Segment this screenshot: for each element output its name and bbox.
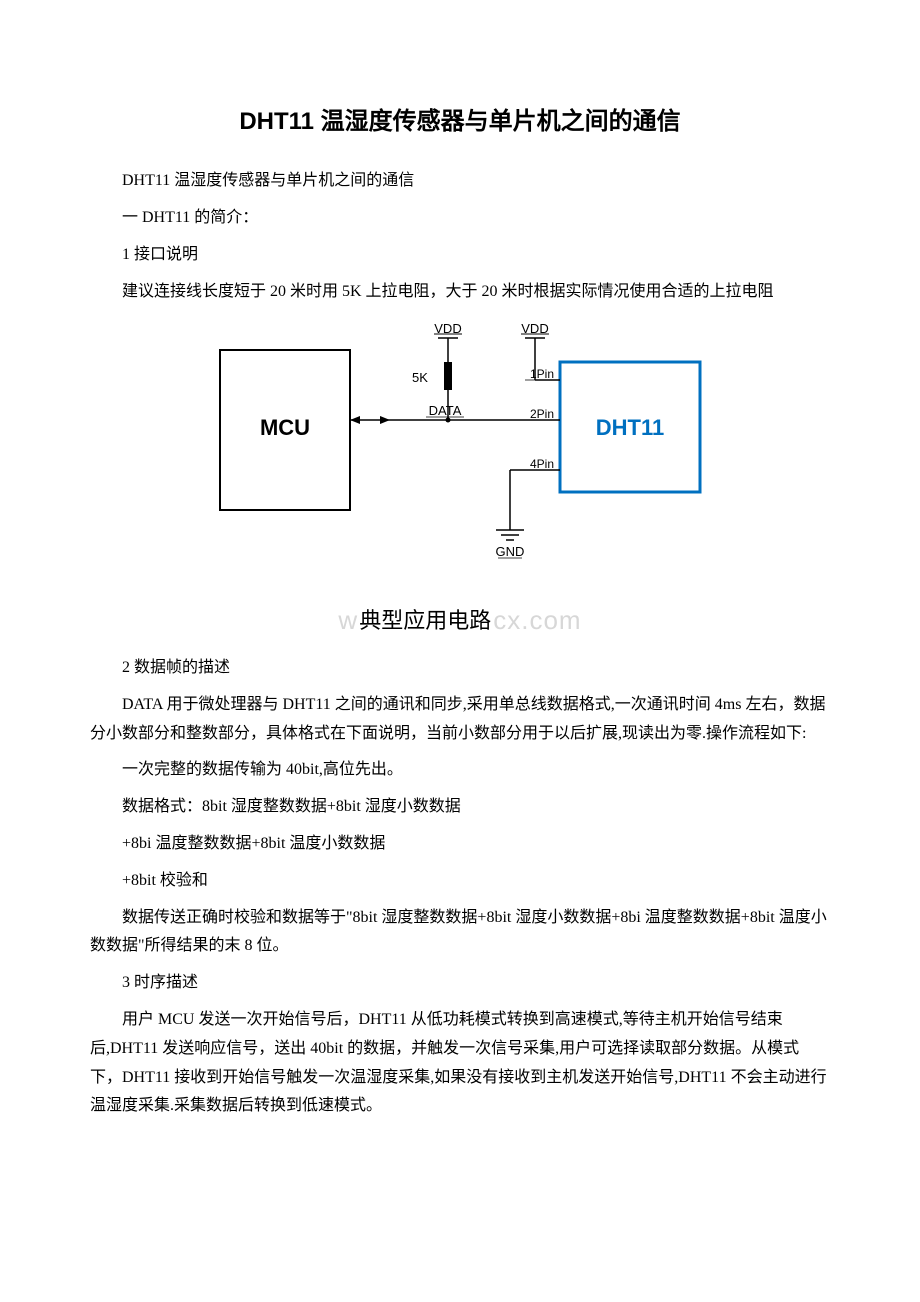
paragraph: 数据格式：8bit 湿度整数数据+8bit 湿度小数数据 bbox=[90, 793, 830, 822]
paragraph: DHT11 温湿度传感器与单片机之间的通信 bbox=[90, 167, 830, 196]
paragraph: 建议连接线长度短于 20 米时用 5K 上拉电阻，大于 20 米时根据实际情况使… bbox=[90, 278, 830, 307]
paragraph: 2 数据帧的描述 bbox=[90, 654, 830, 683]
data-label: DATA bbox=[429, 403, 462, 418]
paragraph: DATA 用于微处理器与 DHT11 之间的通讯和同步,采用单总线数据格式,一次… bbox=[90, 691, 830, 749]
pin2-label: 2Pin bbox=[530, 407, 554, 421]
paragraph: 1 接口说明 bbox=[90, 241, 830, 270]
dht11-label: DHT11 bbox=[596, 415, 664, 440]
paragraph: +8bit 校验和 bbox=[90, 867, 830, 896]
resistor bbox=[444, 362, 452, 390]
paragraph: 一次完整的数据传输为 40bit,高位先出。 bbox=[90, 756, 830, 785]
pin1-label: 1Pin bbox=[530, 367, 554, 381]
paragraph: 一 DHT11 的简介： bbox=[90, 204, 830, 233]
circuit-diagram: MCU DHT11 VDD VDD 5K DATA 1Pin bbox=[190, 320, 730, 644]
watermark-suffix: cx.com bbox=[493, 597, 581, 644]
diagram-caption: w 典型应用电路 cx.com bbox=[190, 597, 730, 644]
paragraph: 3 时序描述 bbox=[90, 969, 830, 998]
caption-text: 典型应用电路 bbox=[359, 601, 491, 641]
page-title: DHT11 温湿度传感器与单片机之间的通信 bbox=[90, 100, 830, 143]
mcu-label: MCU bbox=[260, 415, 310, 440]
paragraph: +8bi 温度整数数据+8bit 温度小数数据 bbox=[90, 830, 830, 859]
paragraph: 用户 MCU 发送一次开始信号后，DHT11 从低功耗模式转换到高速模式,等待主… bbox=[90, 1006, 830, 1121]
pin4-label: 4Pin bbox=[530, 457, 554, 471]
gnd-label: GND bbox=[496, 544, 525, 559]
watermark-prefix: w bbox=[338, 597, 357, 644]
paragraph: 数据传送正确时校验和数据等于"8bit 湿度整数数据+8bit 湿度小数数据+8… bbox=[90, 904, 830, 962]
resistor-label: 5K bbox=[412, 370, 428, 385]
